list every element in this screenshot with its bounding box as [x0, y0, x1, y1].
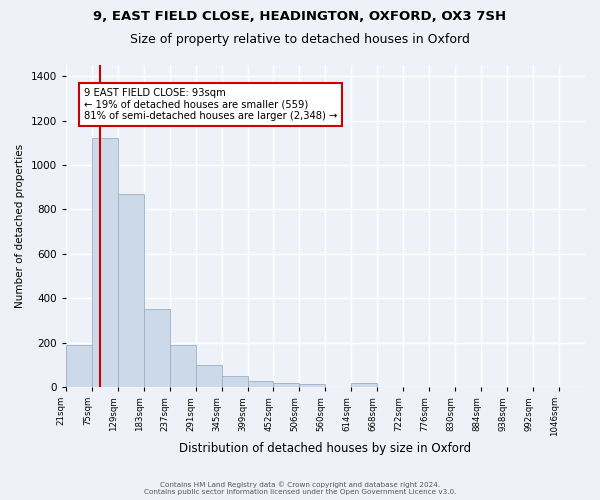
- Bar: [92, 138, 118, 387]
- Text: Contains HM Land Registry data © Crown copyright and database right 2024.
Contai: Contains HM Land Registry data © Crown c…: [144, 482, 456, 495]
- Bar: [144, 310, 170, 387]
- Y-axis label: Number of detached properties: Number of detached properties: [15, 144, 25, 308]
- Bar: [170, 345, 196, 387]
- Bar: [299, 384, 325, 387]
- Bar: [248, 382, 273, 387]
- Bar: [273, 382, 299, 387]
- Bar: [118, 194, 144, 387]
- Bar: [196, 365, 222, 387]
- Text: 9 EAST FIELD CLOSE: 93sqm
← 19% of detached houses are smaller (559)
81% of semi: 9 EAST FIELD CLOSE: 93sqm ← 19% of detac…: [84, 88, 337, 120]
- Text: 9, EAST FIELD CLOSE, HEADINGTON, OXFORD, OX3 7SH: 9, EAST FIELD CLOSE, HEADINGTON, OXFORD,…: [94, 10, 506, 23]
- Bar: [66, 345, 92, 387]
- Text: Size of property relative to detached houses in Oxford: Size of property relative to detached ho…: [130, 32, 470, 46]
- Bar: [222, 376, 248, 387]
- Bar: [351, 382, 377, 387]
- X-axis label: Distribution of detached houses by size in Oxford: Distribution of detached houses by size …: [179, 442, 472, 455]
